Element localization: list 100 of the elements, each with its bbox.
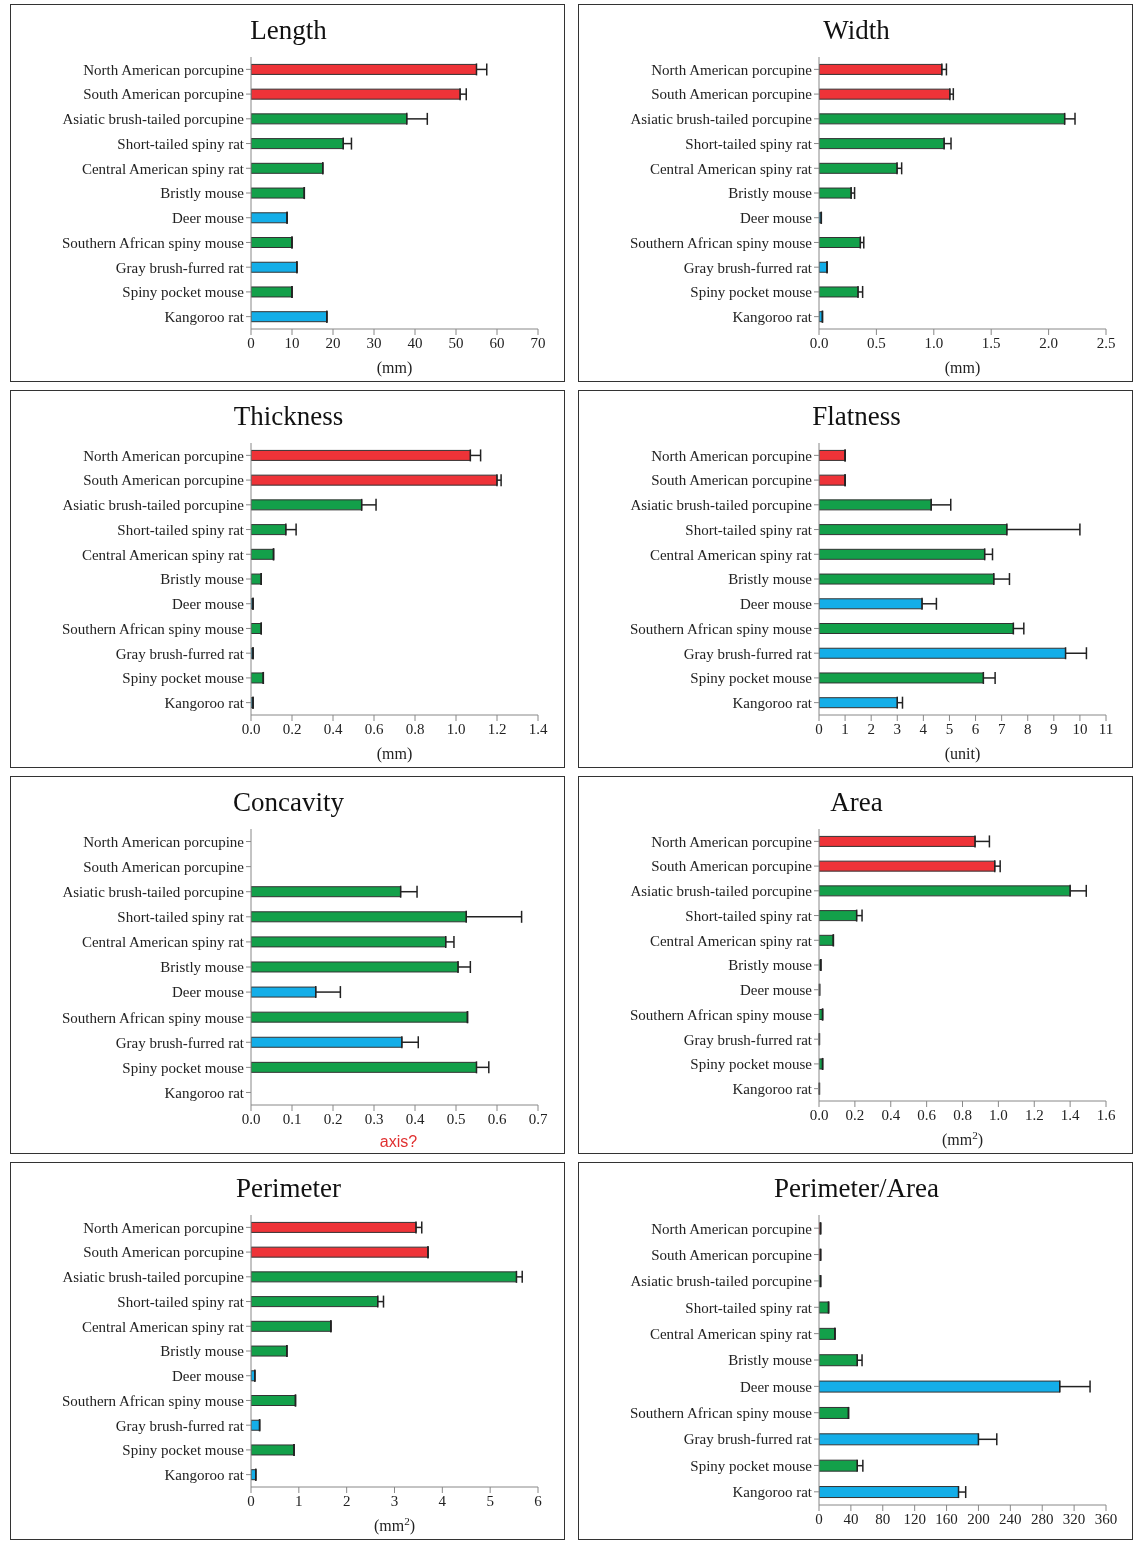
y-tick-label: South American porcupine xyxy=(83,858,245,875)
y-tick-label: Southern African spiny mouse xyxy=(61,1392,245,1409)
x-tick-label: 200 xyxy=(967,1510,990,1527)
y-tick-label: Asiatic brush-tailed porcupine xyxy=(62,884,245,901)
x-tick-label: 0.4 xyxy=(405,1110,425,1127)
y-tick-label: Central American spiny rat xyxy=(649,1325,813,1342)
x-tick-label: 4 xyxy=(438,1492,447,1509)
x-tick-label: 7 xyxy=(997,720,1006,737)
x-tick-label: 1.4 xyxy=(528,720,548,737)
y-tick-label: Deer mouse xyxy=(171,984,245,1001)
y-tick-label: Short-tailed spiny rat xyxy=(685,135,813,152)
text: axis? xyxy=(378,1133,419,1151)
x-tick-label: 0 xyxy=(815,720,823,737)
x-tick-label: 120 xyxy=(903,1510,926,1527)
y-tick-label: Deer mouse xyxy=(171,596,245,613)
y-tick-label: Central American spiny rat xyxy=(81,934,245,951)
y-tick-label: South American porcupine xyxy=(651,472,813,489)
x-tick-label: 40 xyxy=(843,1510,859,1527)
y-tick-label: Asiatic brush-tailed porcupine xyxy=(630,111,813,128)
chart-title: Area xyxy=(829,787,884,818)
y-tick-label: Central American spiny rat xyxy=(649,932,813,949)
y-tick-label: Bristly mouse xyxy=(728,957,813,974)
y-tick-label: Spiny pocket mouse xyxy=(122,1059,245,1076)
y-tick-label: Bristly mouse xyxy=(160,571,245,588)
y-tick-label: Southern African spiny mouse xyxy=(629,620,813,637)
x-tick-label: 0.8 xyxy=(405,720,425,737)
y-tick-label: South American porcupine xyxy=(83,472,245,489)
x-tick-label: 1.2 xyxy=(487,720,507,737)
x-tick-label: 30 xyxy=(366,334,382,351)
y-tick-label: South American porcupine xyxy=(651,858,813,875)
x-tick-label: 0.2 xyxy=(323,1110,343,1127)
y-tick-label: Spiny pocket mouse xyxy=(690,670,813,687)
x-tick-label: 11 xyxy=(1098,720,1114,737)
x-tick-label: 4 xyxy=(919,720,928,737)
y-tick-label: Spiny pocket mouse xyxy=(690,1056,813,1073)
x-tick-label: 3 xyxy=(390,1492,399,1509)
y-tick-label: North American porcupine xyxy=(651,1220,813,1237)
x-tick-label: 10 xyxy=(284,334,300,351)
y-tick-label: North American porcupine xyxy=(651,833,813,850)
y-tick-label: Short-tailed spiny rat xyxy=(685,1299,813,1316)
x-tick-label: 240 xyxy=(999,1510,1022,1527)
y-tick-label: Short-tailed spiny rat xyxy=(117,909,245,926)
y-tick-label: Kangoroo rat xyxy=(164,694,245,711)
x-tick-label: 20 xyxy=(325,334,341,351)
x-tick-label: 6 xyxy=(534,1492,543,1509)
y-tick-label: Asiatic brush-tailed porcupine xyxy=(630,883,813,900)
x-tick-label: 5 xyxy=(486,1492,494,1509)
y-tick-label: Spiny pocket mouse xyxy=(122,284,245,301)
x-tick-label: 0.0 xyxy=(241,1110,261,1127)
x-axis-title: (mm) xyxy=(376,745,413,763)
chart-title: Width xyxy=(822,15,891,46)
x-tick-label: 1.6 xyxy=(1096,1106,1116,1123)
y-tick-label: Bristly mouse xyxy=(728,1352,813,1369)
x-tick-label: 0.1 xyxy=(282,1110,302,1127)
y-tick-label: Southern African spiny mouse xyxy=(629,1006,813,1023)
y-tick-label: Short-tailed spiny rat xyxy=(117,135,245,152)
x-tick-label: 0.6 xyxy=(917,1106,937,1123)
x-axis-title: (mm) xyxy=(944,359,981,377)
x-tick-label: 0 xyxy=(247,334,255,351)
y-tick-label: Spiny pocket mouse xyxy=(690,284,813,301)
x-tick-label: 10 xyxy=(1072,720,1088,737)
y-tick-label: Central American spiny rat xyxy=(649,546,813,563)
x-tick-label: 60 xyxy=(489,334,505,351)
x-tick-label: 1.0 xyxy=(924,334,944,351)
x-tick-label: 1.4 xyxy=(1060,1106,1080,1123)
y-tick-label: North American porcupine xyxy=(83,447,245,464)
y-tick-label: North American porcupine xyxy=(83,61,245,78)
y-tick-label: Gray brush-furred rat xyxy=(683,259,813,276)
y-tick-label: Spiny pocket mouse xyxy=(690,1457,813,1474)
x-tick-label: 80 xyxy=(875,1510,891,1527)
y-tick-label: Short-tailed spiny rat xyxy=(685,521,813,538)
x-tick-label: 6 xyxy=(971,720,980,737)
chart-title: Perimeter xyxy=(235,1173,342,1204)
y-tick-label: Southern African spiny mouse xyxy=(61,234,245,251)
y-tick-label: Asiatic brush-tailed porcupine xyxy=(62,1269,245,1286)
x-tick-label: 1.0 xyxy=(989,1106,1008,1123)
x-tick-label: 320 xyxy=(1062,1510,1086,1527)
y-tick-label: Bristly mouse xyxy=(160,959,245,976)
x-tick-label: 0.8 xyxy=(953,1106,972,1123)
y-tick-label: South American porcupine xyxy=(651,86,813,103)
y-tick-label: South American porcupine xyxy=(651,1246,813,1263)
x-tick-label: 1.2 xyxy=(1024,1106,1044,1123)
x-tick-label: 0.2 xyxy=(845,1106,865,1123)
y-tick-label: Central American spiny rat xyxy=(81,546,245,563)
y-tick-label: Gray brush-furred rat xyxy=(115,259,245,276)
y-tick-label: North American porcupine xyxy=(651,61,813,78)
y-tick-label: Bristly mouse xyxy=(160,1343,245,1360)
y-tick-label: Asiatic brush-tailed porcupine xyxy=(630,1273,813,1290)
x-tick-label: 0.3 xyxy=(364,1110,384,1127)
y-tick-label: Southern African spiny mouse xyxy=(629,234,813,251)
y-tick-label: Kangoroo rat xyxy=(732,694,813,711)
x-tick-label: 0.4 xyxy=(881,1106,901,1123)
x-tick-label: 0.4 xyxy=(323,720,343,737)
y-tick-label: Deer mouse xyxy=(739,210,813,227)
x-tick-label: 0 xyxy=(815,1510,823,1527)
x-tick-label: 1.0 xyxy=(446,720,466,737)
x-tick-label: 0.6 xyxy=(487,1110,507,1127)
y-tick-label: Deer mouse xyxy=(739,596,813,613)
x-tick-label: 0.7 xyxy=(528,1110,548,1127)
x-tick-label: 1 xyxy=(841,720,849,737)
